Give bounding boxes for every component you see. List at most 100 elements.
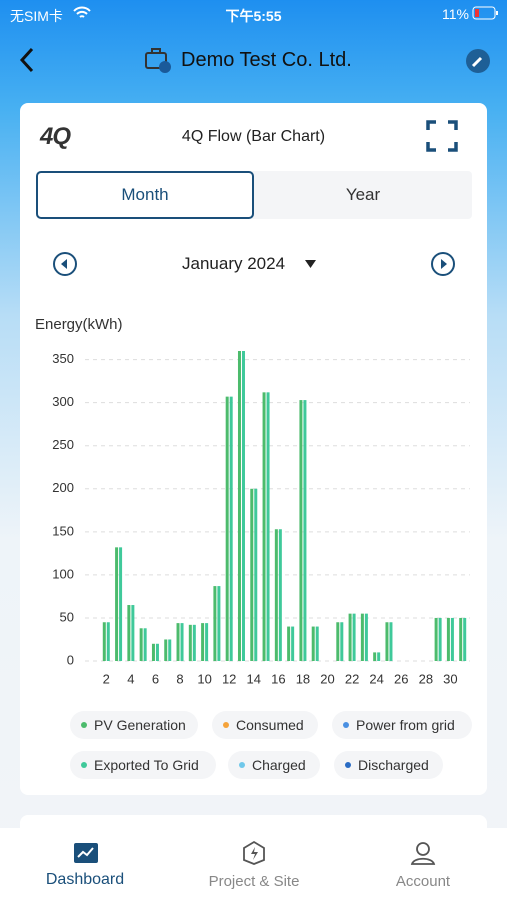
bar — [143, 628, 147, 661]
legend-swatch — [81, 722, 87, 728]
bar — [201, 623, 205, 661]
bar — [434, 617, 438, 661]
bar — [119, 547, 123, 661]
bar — [377, 652, 381, 661]
legend-item[interactable]: Power from grid — [332, 711, 472, 739]
legend-item[interactable]: Discharged — [334, 751, 443, 779]
bar — [360, 613, 364, 661]
bar — [250, 488, 254, 661]
legend-item[interactable]: Exported To Grid — [70, 751, 216, 779]
x-tick-label: 10 — [197, 671, 211, 686]
bar — [151, 643, 155, 661]
bar — [254, 488, 258, 661]
bar — [241, 351, 245, 661]
x-tick-label: 6 — [152, 671, 159, 686]
x-tick-label: 14 — [247, 671, 261, 686]
legend-label: Consumed — [236, 717, 304, 733]
wifi-icon — [73, 6, 91, 18]
legend-swatch — [343, 722, 349, 728]
x-tick-label: 12 — [222, 671, 236, 686]
bar — [340, 622, 344, 661]
bar — [139, 628, 143, 661]
bar — [352, 613, 356, 661]
bar — [266, 392, 270, 661]
legend-label: Discharged — [358, 757, 429, 773]
battery-icon — [472, 6, 498, 20]
dropdown-arrow — [305, 260, 316, 268]
page-title: Demo Test Co. Ltd. — [181, 49, 352, 71]
fullscreen-button[interactable] — [426, 120, 458, 152]
settings-button[interactable] — [465, 48, 491, 74]
x-tick-label: 26 — [394, 671, 408, 686]
bar — [102, 622, 106, 661]
bar — [373, 652, 377, 661]
bar — [438, 617, 442, 661]
bar — [364, 613, 368, 661]
legend-label: Power from grid — [356, 717, 455, 733]
bar — [217, 586, 221, 661]
bar — [155, 643, 159, 661]
bar — [131, 605, 135, 661]
y-tick-label: 300 — [52, 394, 74, 409]
clock: 下午5:55 — [225, 8, 282, 24]
dashboard-icon — [74, 843, 98, 863]
bar — [188, 624, 192, 661]
x-tick-label: 24 — [369, 671, 383, 686]
y-axis-label: Energy(kWh) — [35, 316, 123, 333]
bar — [336, 622, 340, 661]
next-button[interactable] — [430, 251, 456, 277]
legend-swatch — [239, 762, 245, 768]
legend-label: Exported To Grid — [94, 757, 199, 773]
bar — [446, 617, 450, 661]
y-tick-label: 0 — [67, 652, 74, 667]
y-tick-label: 250 — [52, 437, 74, 452]
bar — [299, 400, 303, 661]
tab-project[interactable]: Project & Site — [208, 873, 300, 890]
bar — [278, 529, 282, 661]
bar — [205, 623, 209, 661]
battery-text: 11% — [442, 6, 469, 22]
x-tick-label: 18 — [296, 671, 310, 686]
bar — [315, 626, 319, 661]
legend-swatch — [81, 762, 87, 768]
prev-button[interactable] — [52, 251, 78, 277]
legend-item[interactable]: Consumed — [212, 711, 318, 739]
period-selector[interactable]: January 2024 — [182, 254, 286, 273]
y-tick-label: 150 — [52, 523, 74, 538]
bar — [274, 529, 278, 661]
bar — [459, 617, 463, 661]
x-tick-label: 16 — [271, 671, 285, 686]
bar — [287, 626, 291, 661]
bar — [164, 639, 168, 661]
bar — [262, 392, 266, 661]
y-tick-label: 50 — [60, 609, 74, 624]
legend-swatch — [223, 722, 229, 728]
tab-account[interactable]: Account — [395, 873, 451, 890]
bar — [385, 622, 389, 661]
y-tick-label: 100 — [52, 566, 74, 581]
bar — [225, 396, 229, 661]
bar — [389, 622, 393, 661]
bar — [291, 626, 295, 661]
legend-item[interactable]: Charged — [228, 751, 320, 779]
x-tick-label: 20 — [320, 671, 334, 686]
project-icon — [243, 840, 265, 865]
bar — [348, 613, 352, 661]
x-tick-label: 28 — [419, 671, 433, 686]
y-tick-label: 350 — [52, 351, 74, 366]
bar — [450, 617, 454, 661]
tab-year[interactable]: Year — [345, 185, 381, 204]
legend-item[interactable]: PV Generation — [70, 711, 198, 739]
x-tick-label: 4 — [127, 671, 134, 686]
bar — [115, 547, 119, 661]
logo: 4Q — [40, 123, 71, 150]
carrier: 无SIM卡 — [10, 8, 63, 24]
tab-dashboard[interactable]: Dashboard — [45, 871, 125, 888]
bar — [311, 626, 315, 661]
bar — [127, 605, 131, 661]
back-button[interactable] — [16, 46, 40, 74]
card-title: 4Q Flow (Bar Chart) — [181, 128, 326, 145]
tab-month[interactable]: Month — [36, 171, 254, 219]
x-tick-label: 8 — [176, 671, 183, 686]
